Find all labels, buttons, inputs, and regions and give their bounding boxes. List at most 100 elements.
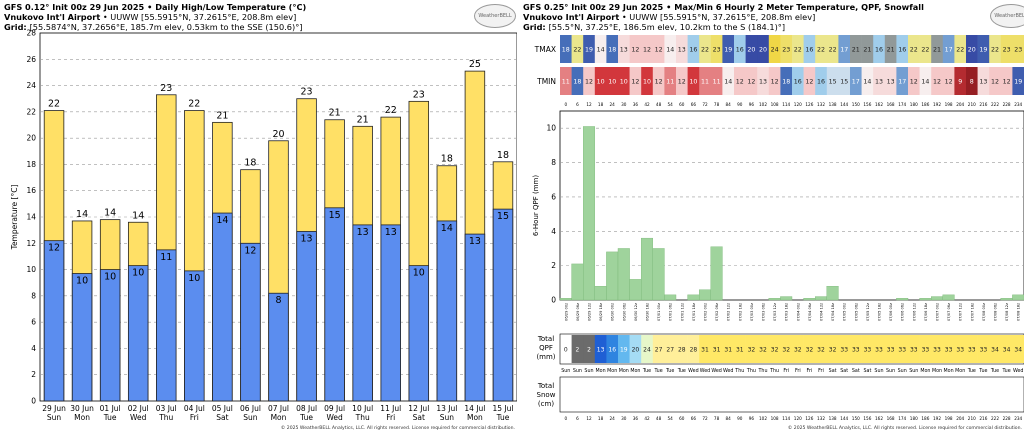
tmax-value: 19 (724, 47, 732, 54)
qpf-bar (652, 248, 665, 301)
qpf-time-label: 06/29 06z (576, 303, 580, 321)
day-label: Tue (653, 368, 662, 374)
tmin-row-label: TMIN (536, 77, 556, 86)
y-tick-label: 26 (26, 55, 36, 64)
low-temp-label: 10 (413, 268, 425, 279)
total-qpf-cell (757, 335, 770, 363)
tmax-cell (594, 35, 607, 63)
tmin-value: 10 (689, 79, 697, 86)
tmax-cell (838, 35, 851, 63)
total-snow-label: Total (537, 382, 554, 390)
hour-tick-label: 102 (759, 102, 767, 107)
tmin-value: 12 (991, 79, 999, 86)
qpf-time-label: 07/03 18z (785, 303, 789, 321)
x-tick-weekday: Sat (216, 413, 228, 422)
tmin-value: 13 (759, 79, 767, 86)
y-tick-label: 18 (26, 160, 36, 169)
day-label: Sun (573, 368, 582, 374)
tmax-value: 12 (631, 47, 639, 54)
x-tick-weekday: Wed (326, 413, 343, 422)
qpf-time-label: 06/29 12z (588, 303, 592, 321)
total-qpf-cell (1000, 335, 1013, 363)
hour-tick-label: 198 (945, 102, 953, 107)
day-label: Sat (863, 368, 871, 374)
tmax-value: 21 (863, 47, 871, 54)
day-label: Sun (874, 368, 883, 374)
qpf-bar (780, 296, 793, 301)
day-label: Sun (909, 368, 918, 374)
tmin-value: 12 (631, 79, 639, 86)
hour-tick-label: 120 (794, 102, 802, 107)
tmin-cell (676, 67, 688, 95)
tmin-cell (931, 67, 944, 95)
qpf-time-label: 07/06 12z (912, 303, 916, 321)
high-temp-label: 18 (244, 158, 256, 169)
total-qpf-cell (629, 335, 642, 363)
tmax-value: 22 (910, 47, 918, 54)
day-label: Thu (757, 368, 767, 374)
hour-tick-label: 36 (633, 102, 639, 107)
total-qpf-value: 33 (864, 347, 872, 354)
tmax-cell (873, 35, 886, 63)
tmin-cell (966, 67, 978, 95)
qpf-time-label: 06/30 18z (646, 303, 650, 321)
total-qpf-cell (919, 335, 932, 363)
total-qpf-cell (606, 335, 619, 363)
tmin-value: 12 (1003, 79, 1011, 86)
hour-tick-label: 54 (668, 102, 674, 107)
total-snow-frame (559, 376, 1024, 413)
total-qpf-cell (954, 335, 967, 363)
qpf-time-label: 07/03 06z (762, 303, 766, 321)
low-temp-bar (296, 231, 317, 402)
hour-tick-label: 204 (956, 102, 964, 107)
tmin-value: 15 (829, 79, 837, 86)
tmax-cell (884, 35, 897, 63)
x-tick-date: 03 Jul (156, 404, 177, 413)
qpf-time-label: 07/08 18z (1017, 303, 1021, 321)
tmax-value: 22 (817, 47, 825, 54)
tmin-value: 12 (805, 79, 813, 86)
qpf-bar (571, 263, 584, 301)
high-temp-label: 22 (188, 99, 200, 110)
tmax-value: 18 (608, 47, 616, 54)
total-qpf-value: 33 (933, 347, 941, 354)
x-tick-weekday: Tue (496, 413, 510, 422)
tmin-cell (861, 67, 874, 95)
tmax-cell (745, 35, 758, 63)
total-qpf-cell (618, 335, 630, 363)
hour-tick-label: 144 (840, 102, 848, 107)
left-station: Vnukovo Int'l Airport • UUWW [55.5915°N,… (4, 12, 297, 22)
x-tick-date: 01 Jul (100, 404, 121, 413)
tmax-value: 21 (852, 47, 860, 54)
low-temp-bar (436, 220, 458, 402)
hour-tick-label: 114 (782, 416, 790, 421)
day-label: Sun (886, 368, 895, 374)
tmax-value: 22 (991, 47, 999, 54)
x-tick-weekday: Fri (190, 413, 199, 422)
day-label: Mon (619, 368, 629, 374)
day-label: Fri (818, 368, 824, 374)
low-temp-bar (184, 270, 205, 402)
qpf-bar (594, 286, 607, 301)
x-tick-weekday: Wed (130, 413, 147, 422)
hour-tick-label: 168 (887, 416, 895, 421)
qpf-time-label: 07/01 18z (692, 303, 696, 321)
day-label: Sat (852, 368, 860, 374)
day-label: Tue (677, 368, 686, 374)
tmin-value: 17 (898, 79, 906, 86)
tmin-value: 10 (608, 79, 616, 86)
total-qpf-value: 20 (632, 347, 640, 354)
low-temp-bar (324, 207, 345, 402)
qpf-time-label: 07/06 18z (924, 303, 928, 321)
low-temp-label: 10 (188, 273, 200, 284)
y-tick-label: 6 (551, 192, 556, 201)
hour-tick-label: 138 (829, 416, 837, 421)
tmax-value: 21 (933, 47, 941, 54)
hour-tick-label: 6 (576, 416, 579, 421)
tmin-cell (571, 67, 584, 95)
total-qpf-value: 32 (817, 347, 825, 354)
left-grid: Grid: [55.5874°N, 37.2656°E, 185.7m elev… (4, 22, 303, 32)
hour-tick-label: 120 (794, 416, 802, 421)
qpf-time-label: 07/04 06z (808, 303, 812, 321)
tmin-value: 12 (910, 79, 918, 86)
